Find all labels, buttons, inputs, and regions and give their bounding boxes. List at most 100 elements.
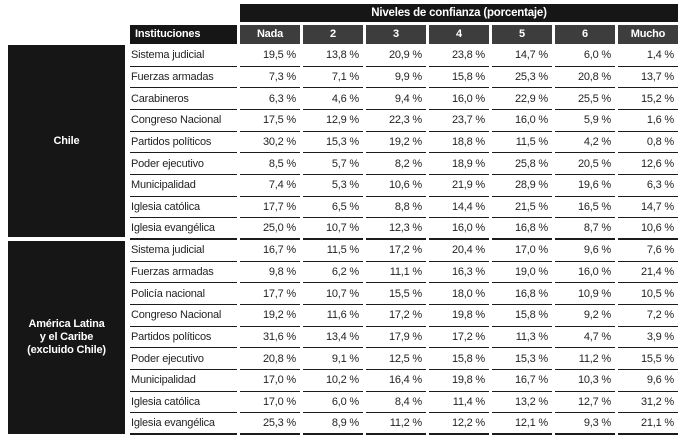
table-row: Sistema judicial 16,7 % 11,5 % 17,2 % 20,4 %… [130, 240, 678, 262]
institution-cell: Congreso Nacional [130, 110, 237, 132]
value-cell: 20,9 % [366, 45, 426, 67]
value-cell: 12,2 % [429, 413, 489, 435]
value-cell: 9,6 % [618, 370, 678, 392]
value-cell: 16,7 % [492, 370, 552, 392]
value-cell: 13,2 % [492, 392, 552, 414]
value-cell: 16,3 % [429, 262, 489, 284]
value-cell: 18,8 % [429, 132, 489, 154]
institution-cell: Poder ejecutivo [130, 153, 237, 175]
institution-cell: Fuerzas armadas [130, 67, 237, 89]
value-cell: 5,9 % [555, 110, 615, 132]
value-cell: 12,3 % [366, 218, 426, 240]
value-cell: 10,3 % [555, 370, 615, 392]
value-cell: 17,9 % [366, 327, 426, 349]
value-cell: 17,2 % [429, 327, 489, 349]
value-cell: 9,3 % [555, 413, 615, 435]
value-cell: 9,2 % [555, 305, 615, 327]
value-cell: 15,3 % [303, 132, 363, 154]
value-cell: 10,7 % [303, 218, 363, 240]
table-row: Carabineros 6,3 % 4,6 % 9,4 % 16,0 % 22,9 % 25… [130, 88, 678, 110]
value-cell: 14,4 % [429, 197, 489, 219]
value-cell: 15,5 % [618, 348, 678, 370]
institution-cell: Partidos políticos [130, 132, 237, 154]
value-cell: 14,7 % [618, 197, 678, 219]
value-cell: 10,6 % [366, 175, 426, 197]
value-cell: 8,9 % [303, 413, 363, 435]
column-header-5: 5 [492, 25, 552, 44]
value-cell: 21,1 % [618, 413, 678, 435]
column-header-3: 3 [366, 25, 426, 44]
value-cell: 6,3 % [240, 88, 300, 110]
value-cell: 9,4 % [366, 88, 426, 110]
value-cell: 3,9 % [618, 327, 678, 349]
value-cell: 11,6 % [303, 305, 363, 327]
value-cell: 16,8 % [492, 283, 552, 305]
value-cell: 23,8 % [429, 45, 489, 67]
group-label-latam: América Latina y el Caribe (excluido Chi… [8, 241, 125, 434]
institution-cell: Iglesia evangélica [130, 413, 237, 435]
value-cell: 15,8 % [492, 305, 552, 327]
value-cell: 15,5 % [366, 283, 426, 305]
column-header-2: 2 [303, 25, 363, 44]
table-row: Iglesia católica 17,0 % 6,0 % 8,4 % 11,4 % 13… [130, 392, 678, 414]
table-row: Fuerzas armadas 7,3 % 7,1 % 9,9 % 15,8 % 25,3… [130, 67, 678, 89]
value-cell: 11,2 % [555, 348, 615, 370]
value-cell: 31,2 % [618, 392, 678, 414]
table-row: Fuerzas armadas 9,8 % 6,2 % 11,1 % 16,3 % 19,… [130, 262, 678, 284]
institution-cell: Congreso Nacional [130, 305, 237, 327]
value-cell: 22,9 % [492, 88, 552, 110]
value-cell: 16,0 % [555, 262, 615, 284]
value-cell: 10,5 % [618, 283, 678, 305]
value-cell: 11,4 % [429, 392, 489, 414]
value-cell: 7,6 % [618, 240, 678, 262]
institution-cell: Municipalidad [130, 175, 237, 197]
value-cell: 25,0 % [240, 218, 300, 240]
value-cell: 20,4 % [429, 240, 489, 262]
value-cell: 9,6 % [555, 240, 615, 262]
column-header-nada: Nada [240, 25, 300, 44]
value-cell: 19,2 % [366, 132, 426, 154]
value-cell: 7,3 % [240, 67, 300, 89]
value-cell: 25,8 % [492, 153, 552, 175]
value-cell: 19,8 % [429, 305, 489, 327]
value-cell: 5,3 % [303, 175, 363, 197]
level-column-headers: Nada 2 3 4 5 6 Mucho [240, 25, 678, 44]
group-label-chile: Chile [8, 45, 125, 237]
value-cell: 15,3 % [492, 348, 552, 370]
table-row: Municipalidad 7,4 % 5,3 % 10,6 % 21,9 % 28,9 … [130, 175, 678, 197]
value-cell: 16,0 % [429, 218, 489, 240]
value-cell: 11,5 % [492, 132, 552, 154]
value-cell: 8,8 % [366, 197, 426, 219]
value-cell: 4,6 % [303, 88, 363, 110]
value-cell: 20,5 % [555, 153, 615, 175]
value-cell: 4,7 % [555, 327, 615, 349]
value-cell: 30,2 % [240, 132, 300, 154]
value-cell: 17,2 % [366, 305, 426, 327]
value-cell: 20,8 % [240, 348, 300, 370]
table-row: Iglesia evangélica 25,3 % 8,9 % 11,2 % 12,2 … [130, 413, 678, 435]
institutions-column-header: Instituciones [130, 25, 237, 44]
value-cell: 18,9 % [429, 153, 489, 175]
value-cell: 8,4 % [366, 392, 426, 414]
value-cell: 9,8 % [240, 262, 300, 284]
value-cell: 6,0 % [555, 45, 615, 67]
value-cell: 7,2 % [618, 305, 678, 327]
value-cell: 15,2 % [618, 88, 678, 110]
value-cell: 16,4 % [366, 370, 426, 392]
value-cell: 19,2 % [240, 305, 300, 327]
value-cell: 19,6 % [555, 175, 615, 197]
institution-cell: Fuerzas armadas [130, 262, 237, 284]
value-cell: 10,9 % [555, 283, 615, 305]
value-cell: 31,6 % [240, 327, 300, 349]
column-header-6: 6 [555, 25, 615, 44]
value-cell: 7,1 % [303, 67, 363, 89]
table-row: Congreso Nacional 17,5 % 12,9 % 22,3 % 23,7 … [130, 110, 678, 132]
institution-cell: Sistema judicial [130, 240, 237, 262]
value-cell: 15,8 % [429, 348, 489, 370]
table-row: Poder ejecutivo 8,5 % 5,7 % 8,2 % 18,9 % 25,8… [130, 153, 678, 175]
value-cell: 17,7 % [240, 197, 300, 219]
institution-cell: Iglesia evangélica [130, 218, 237, 240]
table-row: Iglesia evangélica 25,0 % 10,7 % 12,3 % 16,0… [130, 218, 678, 240]
value-cell: 21,5 % [492, 197, 552, 219]
